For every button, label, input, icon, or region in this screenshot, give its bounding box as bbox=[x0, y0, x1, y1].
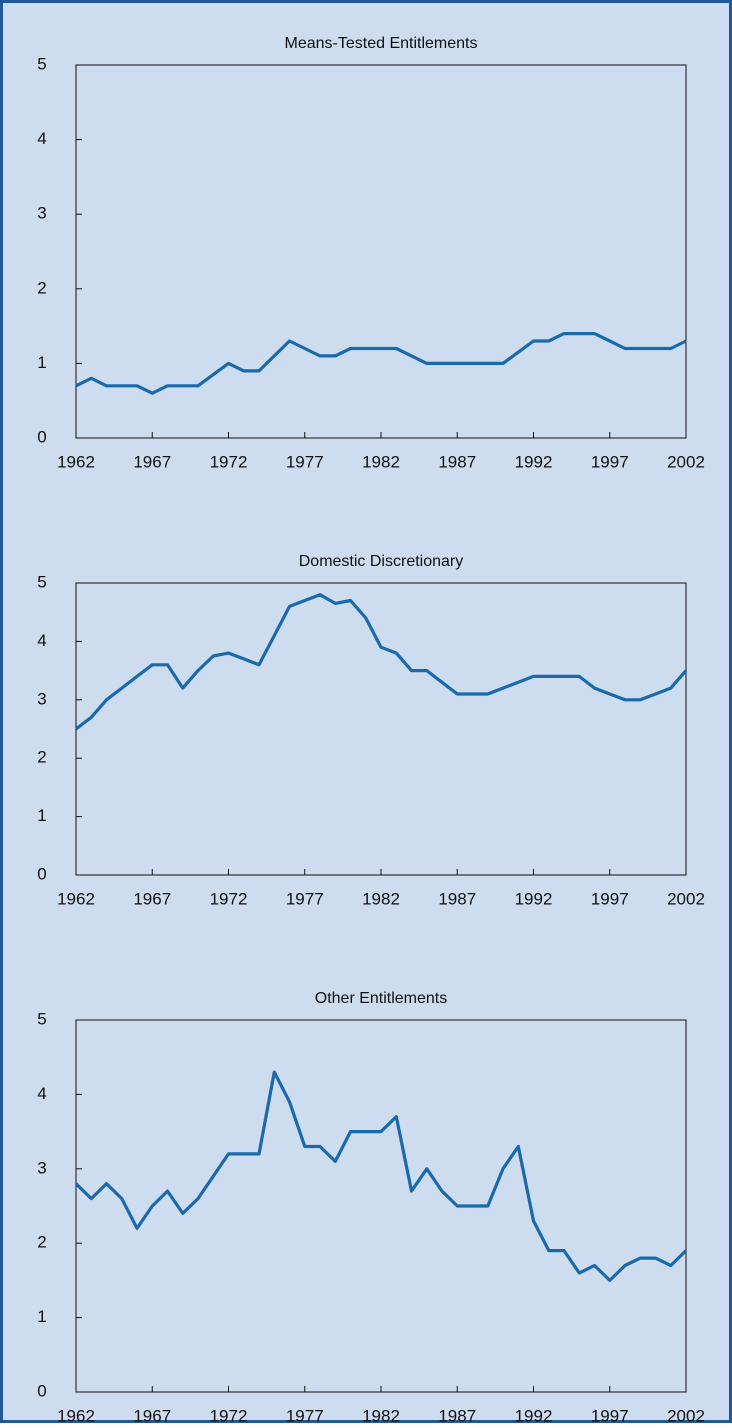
x-tick-label: 1987 bbox=[438, 452, 476, 471]
y-tick-label: 0 bbox=[37, 864, 46, 883]
x-tick-label: 1977 bbox=[286, 452, 324, 471]
x-tick-label: 1997 bbox=[591, 889, 629, 908]
chart-title: Domestic Discretionary bbox=[299, 553, 463, 570]
chart-title: Other Entitlements bbox=[315, 990, 448, 1007]
x-tick-label: 1982 bbox=[362, 889, 400, 908]
x-tick-label: 1972 bbox=[210, 452, 248, 471]
x-tick-label: 1962 bbox=[57, 1406, 95, 1423]
x-tick-label: 1997 bbox=[591, 1406, 629, 1423]
x-tick-label: 1977 bbox=[286, 1406, 324, 1423]
y-tick-label: 4 bbox=[37, 1084, 46, 1103]
y-tick-label: 2 bbox=[37, 1233, 46, 1252]
x-tick-label: 2002 bbox=[667, 1406, 705, 1423]
x-tick-label: 1987 bbox=[438, 889, 476, 908]
x-tick-label: 2002 bbox=[667, 889, 705, 908]
x-tick-label: 1967 bbox=[133, 889, 171, 908]
x-tick-label: 1972 bbox=[210, 889, 248, 908]
y-tick-label: 1 bbox=[37, 353, 46, 372]
x-tick-label: 1992 bbox=[515, 1406, 553, 1423]
y-tick-label: 4 bbox=[37, 631, 46, 650]
x-tick-label: 1987 bbox=[438, 1406, 476, 1423]
y-tick-label: 2 bbox=[37, 748, 46, 767]
y-tick-label: 3 bbox=[37, 204, 46, 223]
y-tick-label: 1 bbox=[37, 806, 46, 825]
chart-title: Means-Tested Entitlements bbox=[285, 35, 478, 52]
data-line bbox=[75, 332, 687, 395]
x-tick-label: 1972 bbox=[210, 1406, 248, 1423]
data-line bbox=[74, 1070, 688, 1282]
x-tick-label: 1992 bbox=[515, 889, 553, 908]
x-tick-label: 1967 bbox=[133, 452, 171, 471]
x-tick-label: 1977 bbox=[286, 889, 324, 908]
y-tick-label: 2 bbox=[37, 278, 46, 297]
x-tick-label: 1967 bbox=[133, 1406, 171, 1423]
y-tick-label: 5 bbox=[37, 1009, 46, 1028]
y-tick-label: 3 bbox=[37, 689, 46, 708]
y-tick-label: 1 bbox=[37, 1307, 46, 1326]
x-tick-label: 1997 bbox=[591, 452, 629, 471]
x-tick-label: 1982 bbox=[362, 452, 400, 471]
y-tick-label: 5 bbox=[37, 572, 46, 591]
x-tick-label: 1982 bbox=[362, 1406, 400, 1423]
x-tick-label: 1962 bbox=[57, 889, 95, 908]
y-tick-label: 3 bbox=[37, 1158, 46, 1177]
y-tick-label: 4 bbox=[37, 129, 46, 148]
x-tick-label: 1992 bbox=[515, 452, 553, 471]
y-tick-label: 0 bbox=[37, 427, 46, 446]
x-tick-label: 1962 bbox=[57, 452, 95, 471]
y-tick-label: 5 bbox=[37, 54, 46, 73]
x-tick-label: 2002 bbox=[667, 452, 705, 471]
y-tick-label: 0 bbox=[37, 1381, 46, 1400]
data-line bbox=[75, 593, 688, 731]
